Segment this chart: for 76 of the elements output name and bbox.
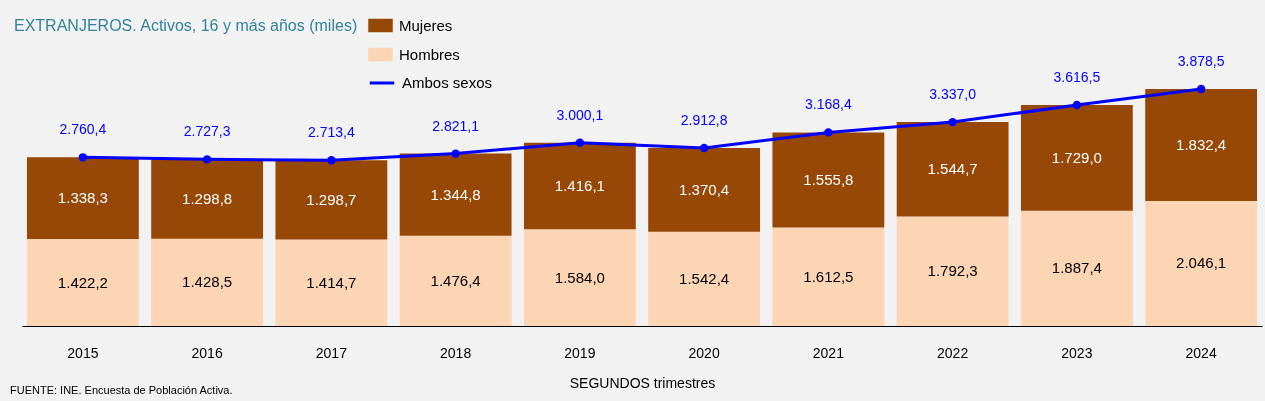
- data-label: 2.046,1: [1176, 254, 1227, 272]
- bar: [1145, 89, 1258, 201]
- bar: [896, 216, 1009, 326]
- bar: [399, 235, 512, 326]
- data-label: 1.542,4: [679, 269, 730, 287]
- data-label: 1.832,4: [1176, 135, 1227, 153]
- x-tick-label: 2024: [1185, 344, 1217, 361]
- x-tick-label: 2021: [812, 344, 845, 361]
- bar: [523, 229, 636, 326]
- bar: [26, 239, 139, 326]
- data-label: 1.338,3: [57, 189, 108, 207]
- point: [202, 155, 212, 164]
- data-label: 2.912,8: [680, 112, 728, 129]
- data-label: 1.612,5: [803, 267, 854, 285]
- data-label: 1.887,4: [1051, 259, 1102, 277]
- point: [575, 138, 585, 147]
- data-label: 3.616,5: [1053, 69, 1101, 86]
- text: EXTRANJEROS. Activos, 16 y más años (miles): [14, 17, 358, 34]
- bar: [151, 238, 264, 326]
- data-label: 1.370,4: [679, 180, 730, 198]
- point: [451, 149, 460, 158]
- bar: [648, 148, 761, 232]
- data-label: 2.727,3: [183, 123, 231, 140]
- bar: [772, 227, 885, 326]
- point: [824, 128, 833, 137]
- legend-label: Hombres: [399, 45, 460, 63]
- data-label: 3.168,4: [805, 96, 852, 113]
- point: [1196, 84, 1206, 94]
- data-label: 1.428,5: [182, 273, 233, 291]
- point: [78, 153, 88, 162]
- data-label: 1.792,3: [927, 262, 978, 280]
- data-label: 1.544,7: [927, 160, 978, 178]
- data-label: 1.422,2: [57, 273, 108, 291]
- bar: [772, 132, 885, 228]
- data-label: 1.298,7: [306, 190, 357, 208]
- data-label: 1.414,7: [306, 273, 357, 291]
- data-label: 1.344,8: [430, 185, 481, 203]
- bar: [275, 239, 388, 326]
- data-label: 1.416,1: [554, 176, 605, 194]
- x-tick-label: 2015: [67, 344, 99, 361]
- data-label: 1.584,0: [554, 268, 605, 286]
- x-tick-label: 2022: [937, 344, 969, 361]
- source-note: FUENTE: INE. Encuesta de Población Activa.: [10, 384, 233, 396]
- data-label: 1.555,8: [803, 170, 854, 188]
- bar: [26, 157, 139, 240]
- data-label: 1.729,0: [1051, 148, 1102, 166]
- bar: [1020, 210, 1133, 326]
- data-label: 3.337,0: [929, 86, 977, 103]
- legend-label: Mujeres: [399, 16, 453, 34]
- bar: [1020, 105, 1133, 211]
- data-label: 2.713,4: [308, 124, 355, 141]
- x-tick-label: 2019: [564, 344, 596, 361]
- bar: [275, 160, 388, 240]
- x-axis-title: SEGUNDOS trimestres: [569, 374, 716, 391]
- bar: [523, 142, 636, 230]
- point: [327, 156, 336, 165]
- x-tick-label: 2020: [688, 344, 720, 361]
- bar: [151, 159, 264, 239]
- data-label: 1.476,4: [430, 271, 481, 289]
- bar: [1145, 200, 1258, 326]
- data-label: 3.000,1: [556, 106, 604, 123]
- point: [1072, 100, 1082, 110]
- x-tick-label: 2018: [440, 344, 472, 361]
- data-label: 1.298,8: [182, 190, 233, 208]
- data-label: 2.760,4: [59, 121, 107, 138]
- point: [699, 143, 709, 153]
- point: [948, 117, 957, 127]
- bar: [399, 153, 512, 236]
- x-tick-label: 2023: [1061, 344, 1093, 361]
- data-label: 2.821,1: [432, 117, 480, 134]
- data-label: 3.878,5: [1177, 53, 1225, 69]
- legend-label: Ambos sexos: [402, 74, 493, 91]
- x-tick-label: 2016: [191, 344, 223, 361]
- bar: [896, 122, 1009, 217]
- x-tick-label: 2017: [315, 344, 348, 361]
- bar: [648, 231, 761, 326]
